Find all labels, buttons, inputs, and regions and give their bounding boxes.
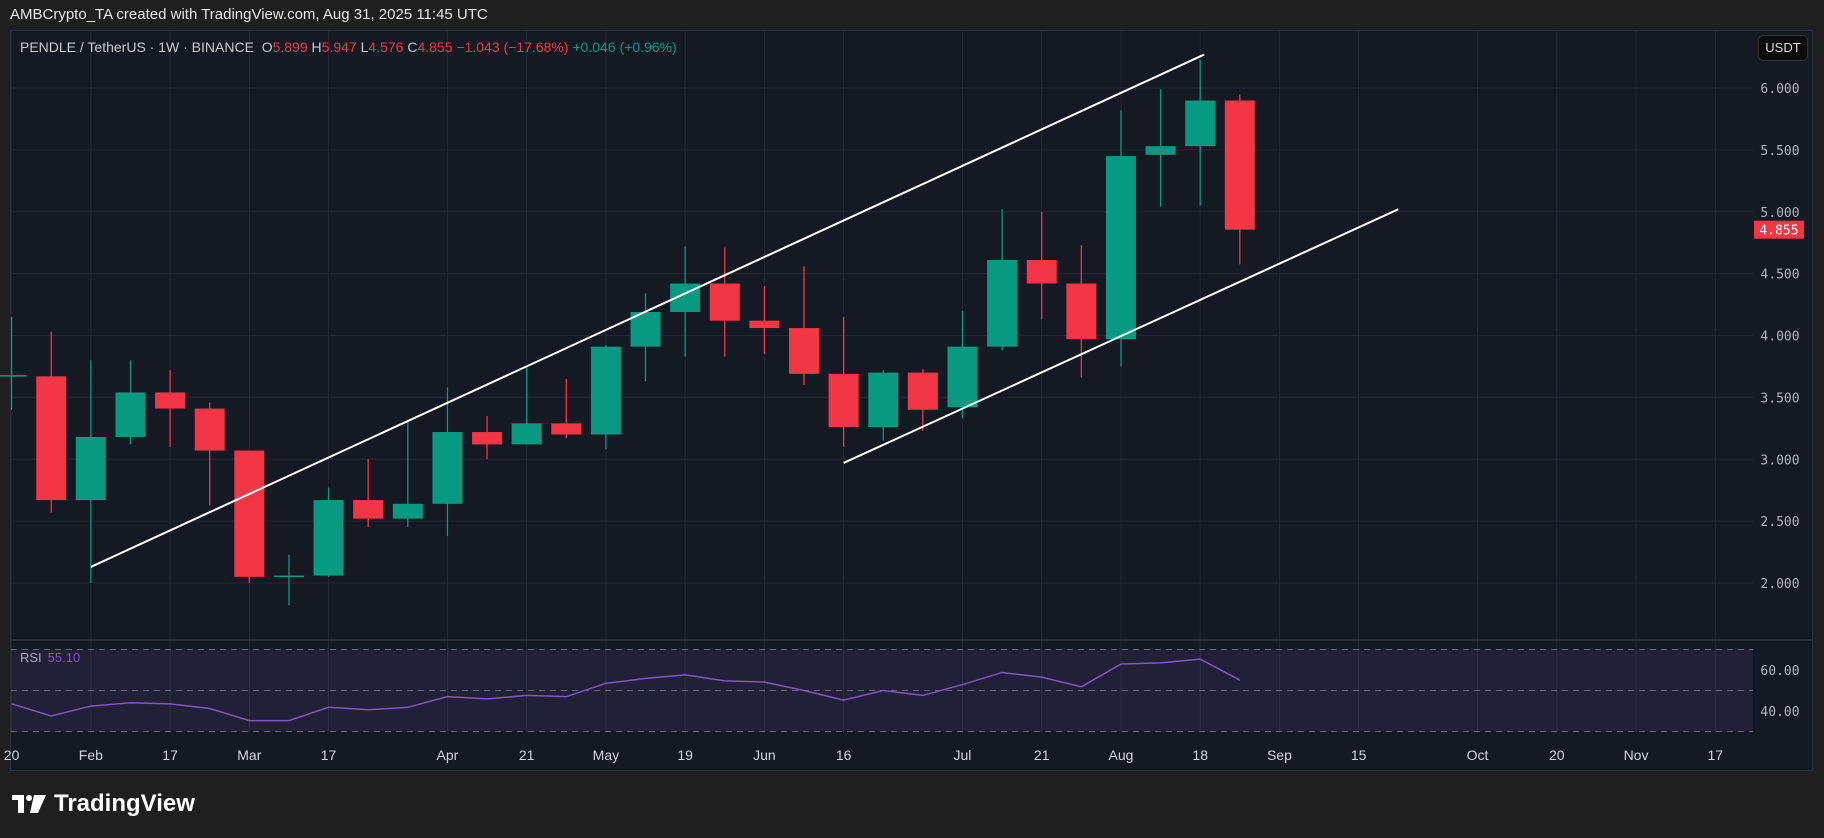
time-tick-label: 20 [4,747,20,763]
time-tick-label: Nov [1624,747,1649,763]
last-price-badge [1754,220,1804,239]
time-tick-label: 18 [1192,747,1208,763]
candle-down [155,392,186,409]
candle-up [987,260,1018,347]
low-value: 4.576 [368,39,404,55]
candle-up [115,392,146,437]
candle-up [75,436,106,501]
candle-down [36,376,67,501]
price-tick-label: 4.500 [1760,268,1799,283]
close-label: C [407,39,418,55]
candle-down [828,373,859,428]
candle-down [1066,283,1097,340]
lower-channel-trendline [843,208,1399,464]
rsi-label: RSI [20,650,42,665]
chart-attribution: AMBCrypto_TA created with TradingView.co… [10,6,488,23]
candle-down [1224,100,1255,230]
time-tick-label: Aug [1108,747,1133,763]
candle-up [313,500,344,576]
candle-down [234,450,265,577]
currency-button[interactable]: USDT [1758,35,1808,61]
candle-up [1185,100,1216,147]
candle-up [392,503,423,519]
change-value: −1.043 (−17.68%) [456,39,569,55]
time-tick-label: Mar [237,747,261,763]
low-label: L [360,39,369,55]
price-tick-label: 2.500 [1760,515,1799,530]
high-value: 5.947 [321,39,357,55]
time-tick-label: Oct [1467,747,1489,763]
price-tick-label: 3.500 [1760,391,1799,406]
upper-channel-trendline [90,53,1205,568]
rsi-legend: RSI 55.10 [20,650,80,665]
time-tick-label: Sep [1267,747,1292,763]
tradingview-logo-icon [12,795,46,813]
last-price-label: 4.855 [1759,224,1798,239]
time-tick-label: 17 [162,747,178,763]
high-label: H [311,39,322,55]
candle-down [709,283,740,321]
time-tick-label: 15 [1351,747,1367,763]
symbol-legend: PENDLE / TetherUS · 1W · BINANCE O5.899 … [20,39,677,55]
open-label: O [261,39,273,55]
candle-up [590,346,621,435]
price-tick-label: 3.000 [1760,453,1799,468]
candle-down [551,423,582,435]
candle-down [194,408,225,451]
logo-text: TradingView [54,790,195,817]
time-tick-label: 20 [1549,747,1565,763]
symbol-name[interactable]: PENDLE / TetherUS · 1W · BINANCE [20,39,254,55]
time-tick-label: 21 [519,747,535,763]
price-tick-label: 2.000 [1760,577,1799,592]
candle-down [907,372,938,410]
rsi-line [11,658,1241,722]
change-secondary: +0.046 (+0.96%) [572,39,677,55]
time-tick-label: 17 [321,747,337,763]
time-tick-label: 21 [1034,747,1050,763]
candle-up [1105,156,1136,340]
candle-up [511,423,542,445]
time-tick-label: 17 [1707,747,1723,763]
time-tick-label: Jun [753,747,776,763]
time-tick-label: May [593,747,619,763]
close-value: 4.855 [417,39,453,55]
candle-down [353,500,384,519]
candle-down [1026,260,1057,284]
time-tick-label: 16 [836,747,852,763]
candle-up [432,432,463,504]
time-tick-label: Feb [79,747,103,763]
time-tick-label: Jul [954,747,972,763]
candle-up [947,346,978,408]
candle-down [472,432,503,445]
time-tick-label: 19 [677,747,693,763]
time-tick-label: Apr [437,747,459,763]
tradingview-logo: TradingView [12,790,195,818]
price-tick-label: 4.000 [1760,330,1799,345]
candle-down [749,320,780,329]
candle-up [630,311,661,347]
price-tick-label: 6.000 [1760,82,1799,97]
candle-up [868,372,899,428]
candle-up [1145,146,1176,155]
candle-up [273,575,304,578]
price-tick-label: 5.000 [1760,206,1799,221]
rsi-tick-label: 40.00 [1760,705,1799,720]
rsi-value: 55.10 [47,650,81,665]
open-value: 5.899 [272,39,308,55]
candle-up [0,375,27,377]
candle-down [789,328,819,374]
price-tick-label: 5.500 [1760,144,1799,159]
rsi-tick-label: 60.00 [1760,664,1799,679]
